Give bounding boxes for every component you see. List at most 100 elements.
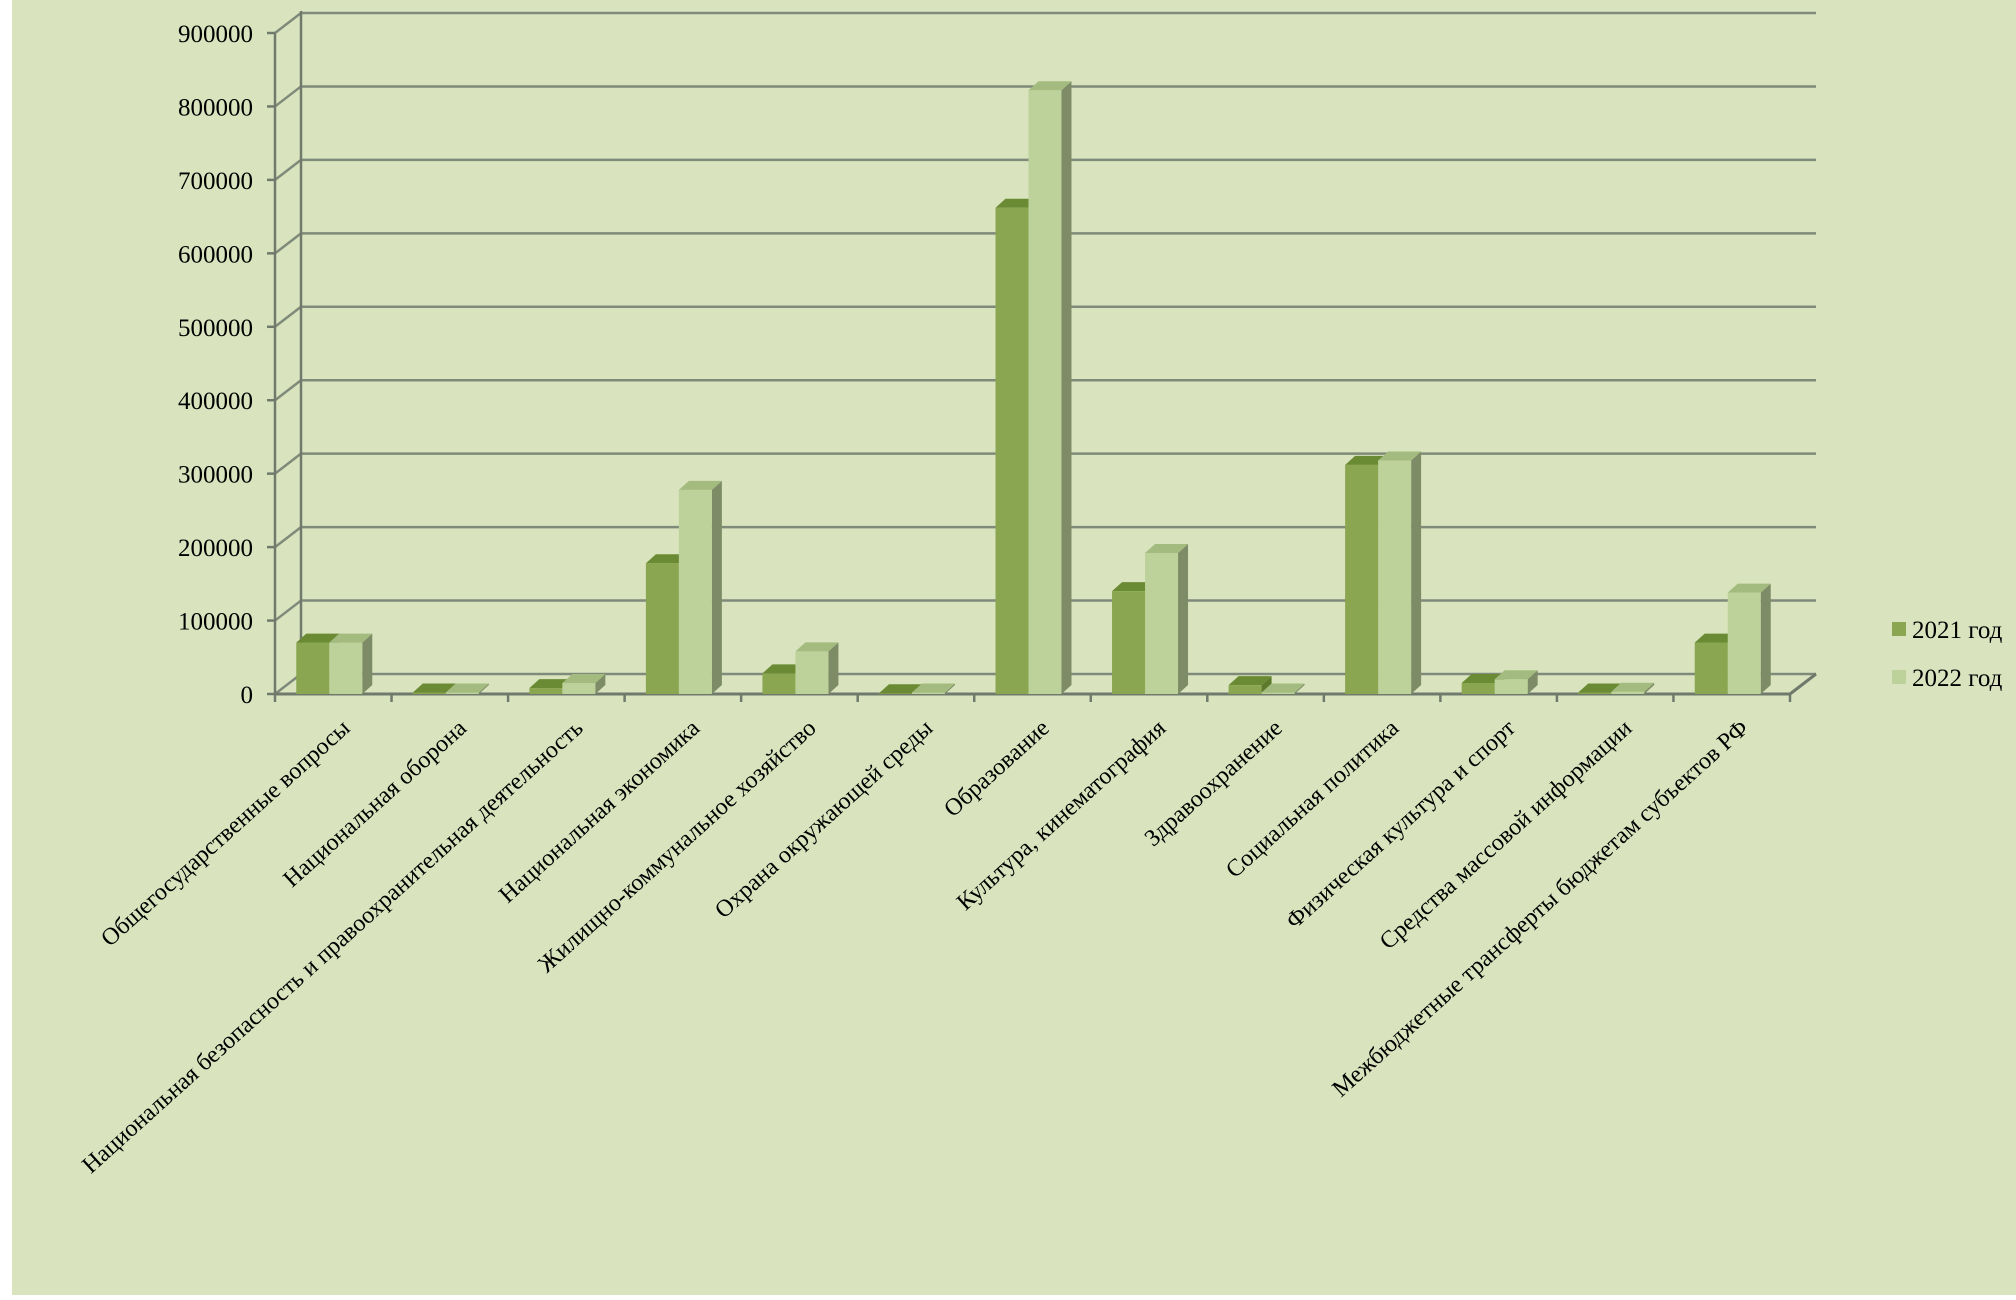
y-tick-label: 300000 [178, 462, 253, 489]
bar-2022 [445, 683, 489, 694]
y-tick-label: 600000 [178, 241, 253, 268]
bar-2022 [1145, 543, 1189, 694]
bar-side [1261, 676, 1272, 694]
bar-top [1345, 455, 1389, 465]
bar-front [995, 207, 1029, 694]
bar-top [762, 664, 806, 674]
bar-top [995, 198, 1039, 208]
bar-top [911, 683, 955, 693]
bar-front [678, 489, 712, 694]
legend-swatch [1892, 670, 1906, 684]
gridline-diagonal [274, 379, 302, 402]
bar-side [944, 683, 955, 694]
bar-2022 [1611, 682, 1655, 694]
bar-front [878, 693, 912, 694]
bar-front [911, 692, 945, 694]
bar-front [1727, 592, 1761, 694]
bar-top [1494, 670, 1538, 680]
bar-side [1411, 451, 1422, 694]
bar-top [1261, 683, 1305, 693]
legend: 2021 год 2022 год [1892, 617, 2003, 692]
bar-top [1228, 676, 1272, 686]
y-tick-label: 900000 [178, 21, 253, 48]
bar-side [595, 673, 606, 694]
bar-front [412, 692, 446, 694]
gridline-diagonal [274, 305, 302, 328]
bar-2022 [329, 633, 373, 694]
bar-top [1461, 673, 1505, 683]
bar-top [562, 673, 606, 683]
gridline-diagonal [274, 452, 302, 475]
bar-front [296, 642, 330, 694]
bars [296, 81, 1771, 694]
bar-2022 [1028, 81, 1072, 694]
y-tick-label: 400000 [178, 388, 253, 415]
y-tick-label: 700000 [178, 168, 253, 195]
legend-swatch [1892, 622, 1906, 636]
bar-top [1028, 81, 1072, 91]
bar-front [1494, 679, 1528, 694]
bar-front [562, 682, 596, 694]
bar-2022 [795, 642, 839, 694]
floor-edge [1789, 672, 1817, 696]
bar-front [1378, 460, 1412, 694]
bar-2022 [1378, 451, 1422, 694]
bar-front [1578, 692, 1612, 694]
bar-side [1760, 583, 1771, 694]
bar-top [1578, 683, 1622, 693]
bar-side [1061, 81, 1072, 694]
bar-side [1294, 683, 1305, 694]
bar-front [795, 651, 829, 694]
y-tick-label: 0 [241, 682, 254, 709]
bar-front [529, 688, 563, 694]
y-tick-label: 800000 [178, 94, 253, 121]
bar-side [828, 642, 839, 694]
bar-top [1112, 582, 1156, 592]
y-axis-tick-labels: 0 100000 200000 300000 400000 500000 600000 700… [178, 21, 253, 709]
bar-top [1611, 682, 1655, 692]
gridline-diagonal [274, 12, 302, 34]
bar-2022 [678, 480, 722, 694]
gridline-diagonal [274, 599, 302, 622]
gridline-diagonal [274, 85, 302, 108]
bar-front [1028, 90, 1062, 694]
bar-front [1261, 692, 1295, 694]
bar-side [362, 633, 373, 694]
bar-top [645, 554, 689, 564]
legend-label: 2022 год [1912, 665, 2003, 692]
bar-top [678, 480, 722, 490]
bar-top [878, 684, 922, 694]
bar-2021 [1228, 676, 1272, 694]
bar-front [1145, 552, 1179, 694]
bar-top [445, 683, 489, 693]
bar-front [329, 642, 363, 694]
bar-front [645, 563, 679, 694]
bar-front [445, 692, 479, 694]
bar-top [529, 679, 573, 689]
bar-front [1694, 642, 1728, 694]
legend-item: 2021 год [1892, 617, 2003, 644]
bar-side [1644, 682, 1655, 694]
legend-item: 2022 год [1892, 665, 2003, 692]
bar-2022 [562, 673, 606, 694]
gridline-diagonal [274, 158, 302, 181]
y-tick-label: 200000 [178, 535, 253, 562]
gridline-diagonal [274, 526, 302, 549]
legend-label: 2021 год [1912, 617, 2003, 644]
bar-top [1694, 633, 1738, 643]
bar-2022 [1727, 583, 1771, 694]
y-tick-label: 100000 [178, 609, 253, 636]
bar-top [329, 633, 373, 643]
bar-side [478, 683, 489, 694]
bar-top [795, 642, 839, 652]
bar-front [1611, 691, 1645, 694]
bar-2022 [1261, 683, 1305, 694]
bar-top [1145, 543, 1189, 553]
bar-top [296, 633, 340, 643]
bar-top [412, 683, 456, 693]
bar-2022 [1494, 670, 1538, 694]
bar-2022 [911, 683, 955, 694]
bar-front [1228, 685, 1262, 694]
